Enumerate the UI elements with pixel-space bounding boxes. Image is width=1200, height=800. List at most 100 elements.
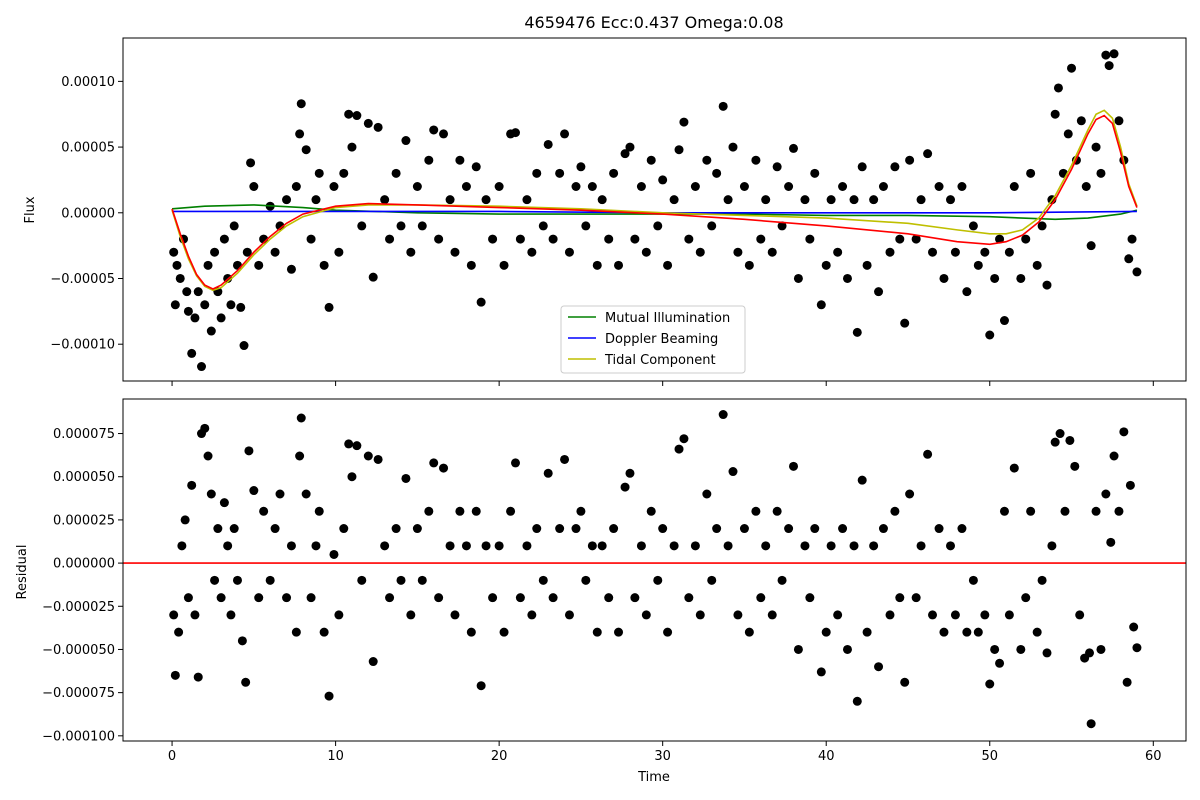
top-data-point — [1109, 49, 1119, 59]
top-data-point — [609, 168, 619, 178]
bottom-data-point — [1004, 610, 1014, 620]
top-data-point — [838, 182, 848, 192]
bottom-data-point — [494, 541, 504, 551]
bottom-data-point — [630, 593, 640, 603]
top-data-point — [466, 260, 476, 270]
top-data-point — [905, 155, 915, 165]
top-plot-area — [169, 49, 1142, 372]
bottom-data-point — [306, 593, 316, 603]
bottom-data-point — [1047, 541, 1057, 551]
top-data-point — [571, 182, 581, 192]
bottom-data-point — [1109, 451, 1119, 461]
top-data-point — [862, 260, 872, 270]
bottom-data-point — [1050, 437, 1060, 447]
bottom-data-point — [314, 506, 324, 516]
top-data-point — [1063, 129, 1073, 139]
top-data-point — [548, 234, 558, 244]
top-data-point — [206, 326, 216, 336]
top-data-point — [254, 260, 264, 270]
top-data-point — [314, 168, 324, 178]
bottom-data-point — [1060, 506, 1070, 516]
bottom-data-point — [226, 610, 236, 620]
bottom-data-point — [911, 593, 921, 603]
bottom-data-point — [571, 524, 581, 534]
legend-label-doppler-beaming: Doppler Beaming — [605, 332, 718, 347]
bottom-data-point — [368, 657, 378, 667]
bottom-data-point — [821, 627, 831, 637]
bottom-plot-area — [123, 410, 1186, 729]
top-data-point — [229, 221, 239, 231]
bottom-data-point — [985, 679, 995, 689]
top-data-point — [800, 195, 810, 205]
bottom-data-point — [187, 480, 197, 490]
top-data-point — [636, 182, 646, 192]
bottom-data-point — [499, 627, 509, 637]
bottom-data-point — [347, 472, 357, 482]
top-data-point — [187, 348, 197, 358]
bottom-data-point — [1055, 429, 1065, 439]
bottom-data-point — [223, 541, 233, 551]
bottom-data-point — [1070, 461, 1080, 471]
top-data-point — [282, 195, 292, 205]
top-data-point — [939, 273, 949, 283]
top-data-point — [236, 302, 246, 312]
top-data-point — [246, 158, 256, 168]
bottom-data-point — [690, 541, 700, 551]
top-data-point — [821, 260, 831, 270]
top-y-tick-label: 0.00010 — [61, 75, 115, 90]
top-data-point — [193, 287, 203, 297]
bottom-data-point — [249, 486, 259, 496]
top-line-model-fit — [171, 114, 1138, 290]
bottom-data-point — [968, 575, 978, 585]
top-series-group — [169, 49, 1142, 372]
top-data-point — [306, 234, 316, 244]
bottom-data-point — [663, 627, 673, 637]
top-data-point — [625, 142, 635, 152]
bottom-x-tick-label: 30 — [654, 749, 671, 764]
top-data-point — [761, 195, 771, 205]
bottom-data-point — [852, 696, 862, 706]
bottom-data-point — [962, 627, 972, 637]
top-data-point — [885, 247, 895, 257]
legend: Mutual Illumination Doppler Beaming Tida… — [560, 305, 746, 374]
bottom-data-point — [406, 610, 416, 620]
bottom-data-point — [869, 541, 879, 551]
top-data-point — [424, 155, 434, 165]
bottom-data-point — [810, 524, 820, 534]
bottom-data-point — [826, 541, 836, 551]
bottom-data-point — [1129, 622, 1139, 632]
top-data-point — [344, 109, 354, 119]
top-data-point — [641, 247, 651, 257]
bottom-x-tick-label: 60 — [1145, 749, 1162, 764]
bottom-data-point — [193, 672, 203, 682]
top-data-point — [962, 287, 972, 297]
bottom-data-point — [241, 677, 251, 687]
bottom-data-point — [169, 610, 179, 620]
top-data-point — [1076, 116, 1086, 126]
top-data-point — [690, 182, 700, 192]
bottom-data-point — [597, 541, 607, 551]
bottom-data-point — [885, 610, 895, 620]
bottom-data-point — [761, 541, 771, 551]
bottom-data-point — [928, 610, 938, 620]
top-data-point — [985, 330, 995, 340]
bottom-data-point — [702, 489, 712, 499]
top-data-point — [900, 318, 910, 328]
bottom-data-point — [286, 541, 296, 551]
bottom-data-point — [751, 506, 761, 516]
bottom-data-point — [564, 610, 574, 620]
bottom-data-point — [391, 524, 401, 534]
chart-title: 4659476 Ecc:0.437 Omega:0.08 — [524, 13, 783, 32]
bottom-data-point — [1016, 644, 1026, 654]
top-data-point — [793, 273, 803, 283]
bottom-y-tick-label: 0.000000 — [53, 557, 115, 572]
top-data-point — [957, 182, 967, 192]
top-data-point — [488, 234, 498, 244]
bottom-data-point — [244, 446, 254, 456]
bottom-data-point — [916, 541, 926, 551]
residual-panel: Residual Time 0 10 20 30 40 50 60 −0.000100 −0.0… — [15, 398, 1187, 785]
top-data-point — [772, 162, 782, 172]
top-data-point — [291, 182, 301, 192]
top-data-point — [733, 247, 743, 257]
